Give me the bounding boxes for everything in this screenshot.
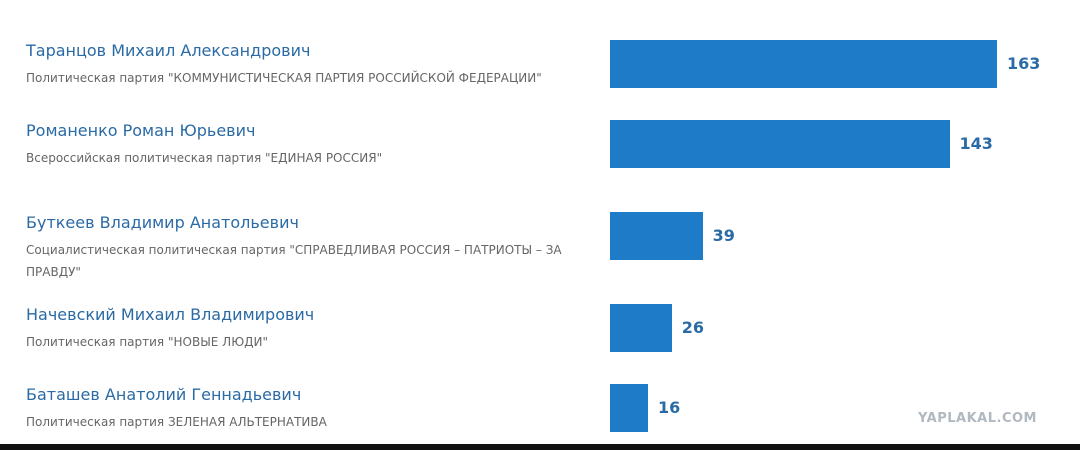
bottom-bar bbox=[0, 444, 1080, 450]
watermark: YAPLAKAL.COM bbox=[918, 411, 1037, 426]
party-name: Политическая партия "НОВЫЕ ЛЮДИ" bbox=[26, 335, 269, 349]
bar bbox=[610, 212, 703, 260]
party-name: Социалистическая политическая партия "СП… bbox=[26, 243, 562, 279]
value-label: 163 bbox=[1007, 54, 1041, 73]
bar bbox=[610, 384, 648, 432]
candidate-name: Баташев Анатолий Геннадьевич bbox=[26, 385, 302, 404]
value-label: 39 bbox=[712, 226, 735, 245]
candidate-name: Романенко Роман Юрьевич bbox=[26, 121, 256, 140]
party-name: Всероссийская политическая партия "ЕДИНА… bbox=[26, 151, 383, 165]
candidate-name: Буткеев Владимир Анатольевич bbox=[26, 213, 299, 232]
value-label: 16 bbox=[657, 398, 681, 417]
party-name: Политическая партия ЗЕЛЕНАЯ АЛЬТЕРНАТИВА bbox=[26, 415, 327, 429]
party-name: Политическая партия "КОММУНИСТИЧЕСКАЯ ПА… bbox=[26, 71, 542, 85]
value-label: 143 bbox=[959, 134, 993, 153]
bar bbox=[610, 304, 672, 352]
bar bbox=[610, 120, 950, 168]
value-label: 26 bbox=[681, 318, 704, 337]
candidate-name: Начевский Михаил Владимирович bbox=[26, 305, 315, 324]
candidate-name: Таранцов Михаил Александрович bbox=[26, 41, 311, 60]
bar bbox=[610, 40, 997, 88]
